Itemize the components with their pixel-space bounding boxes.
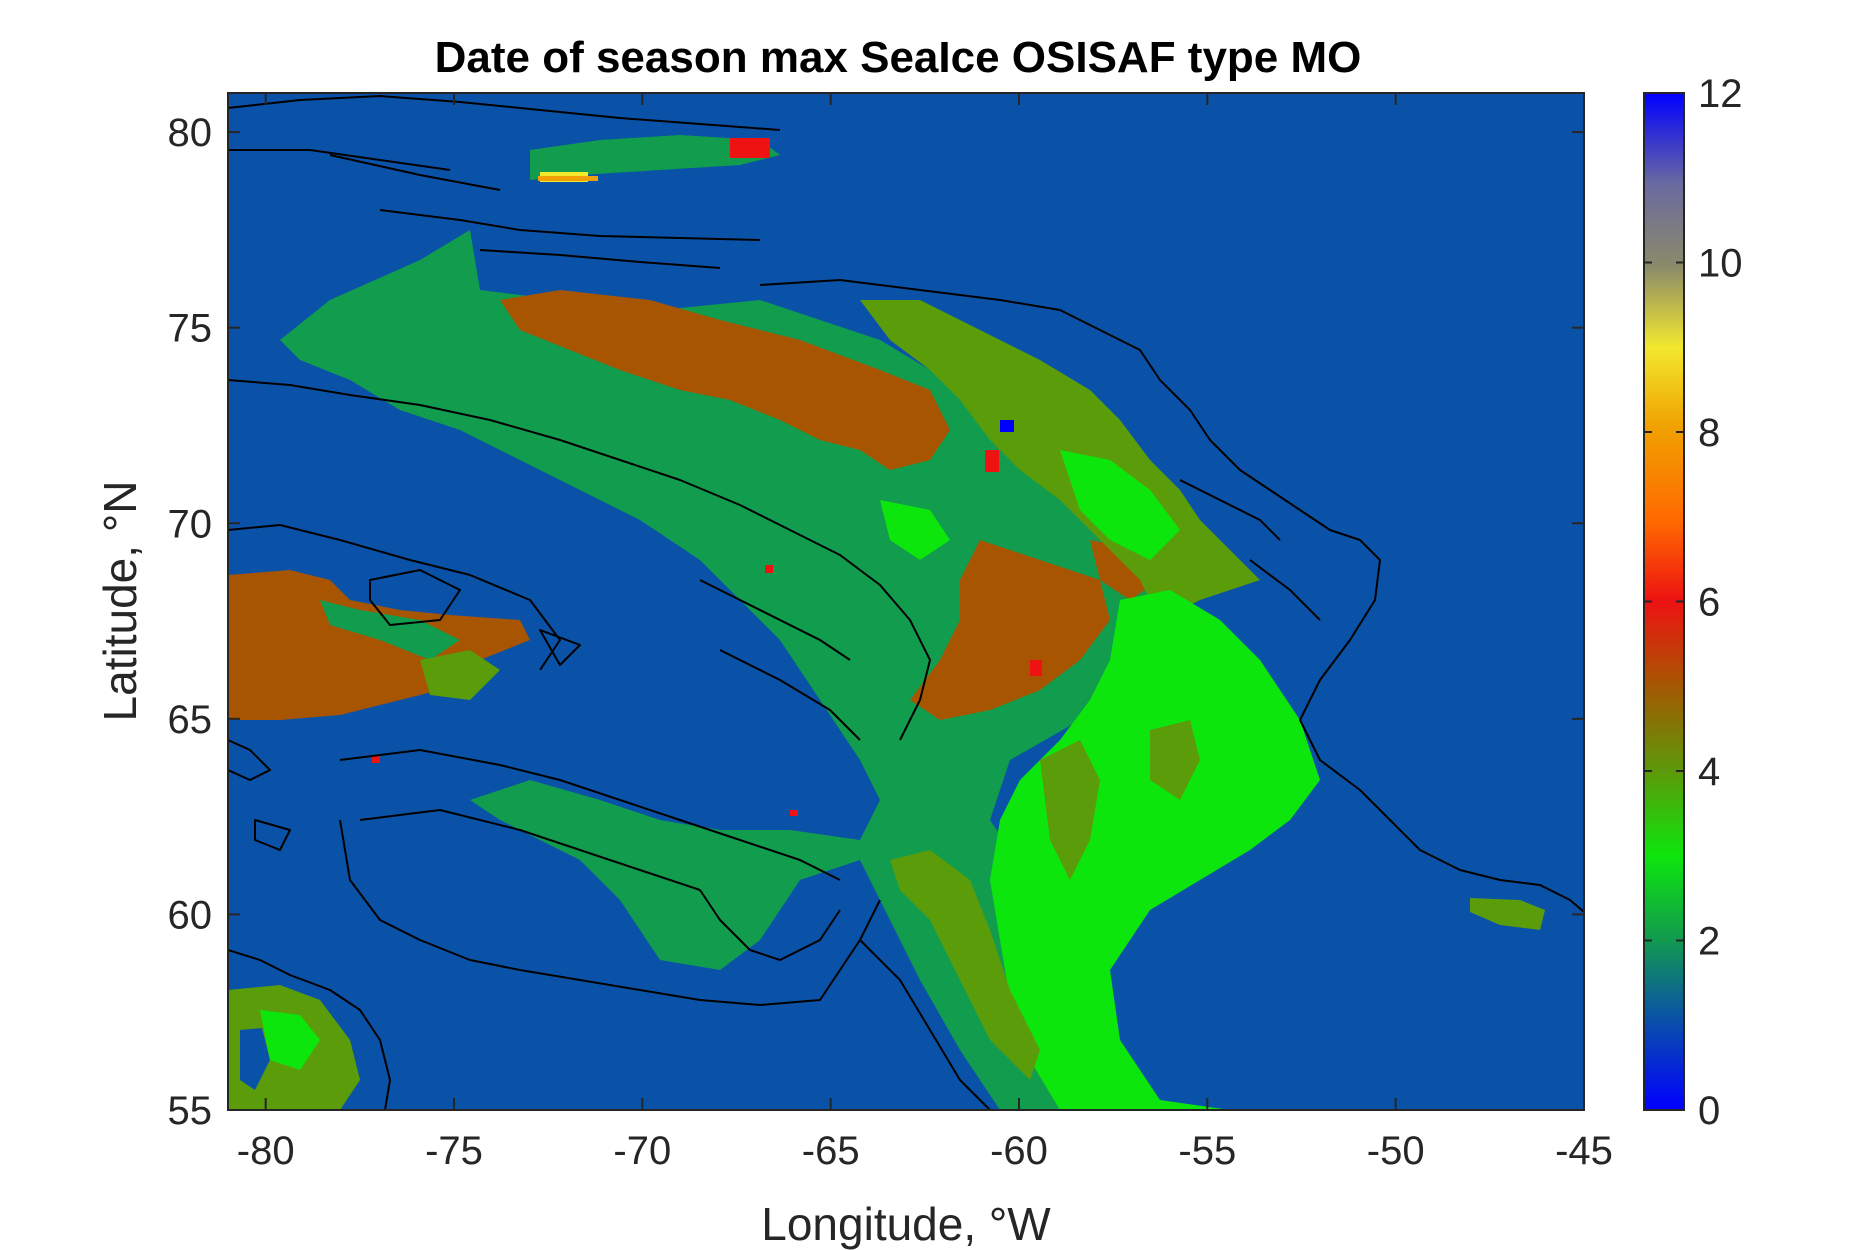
y-tick-label: 75	[168, 307, 213, 351]
x-tick-label: -55	[1178, 1129, 1236, 1173]
plot-area	[228, 93, 1584, 1110]
y-axis-label: Latitude, °N	[94, 481, 146, 722]
x-tick-label: -65	[802, 1129, 860, 1173]
coast-baffin-island	[228, 379, 931, 741]
region-nares	[530, 135, 780, 180]
patch-red-1	[730, 138, 770, 158]
colorbar-tick-label: 2	[1698, 920, 1720, 964]
patch-red-2	[985, 450, 999, 472]
colorbar-tick-label: 8	[1698, 411, 1720, 455]
patch-red-4	[372, 755, 380, 763]
region-foxe-basin-edge	[320, 600, 460, 660]
colorbar-ticks: 0 2 4 6 8 10 12	[1644, 72, 1743, 1133]
colorbar-tick-label: 0	[1698, 1089, 1720, 1133]
patch-red-5	[790, 810, 798, 816]
region-foxe-basin-edge2	[420, 650, 500, 700]
y-axis: 55 60 65 70 75 80	[168, 111, 1584, 1133]
colorbar-tick-label: 4	[1698, 750, 1720, 794]
y-tick-label: 55	[168, 1089, 213, 1133]
coast-hudson-bay-east	[228, 819, 391, 1110]
region-foxe-basin	[228, 570, 530, 720]
y-tick-label: 60	[168, 893, 213, 937]
region-labrador-strip3	[1150, 720, 1200, 800]
region-davis-core3	[880, 500, 950, 560]
y-tick-label: 80	[168, 111, 213, 155]
patch-red-6	[765, 565, 773, 573]
region-davis-core	[990, 590, 1320, 1110]
chart-title: Date of season max SeaIce OSISAF type MO	[435, 33, 1362, 82]
plot-frame	[227, 92, 1585, 1111]
coast-hudson-strait	[339, 749, 841, 891]
x-tick-label: -80	[237, 1129, 295, 1173]
colorbar-tick-label: 12	[1698, 72, 1743, 116]
x-tick-label: -70	[613, 1129, 671, 1173]
x-axis: -80 -75 -70 -65 -60 -55 -50 -45	[237, 93, 1613, 1173]
colorbar-tick-label: 10	[1698, 242, 1743, 286]
x-tick-label: -60	[990, 1129, 1048, 1173]
region-hudson-east-ocean	[240, 1028, 270, 1090]
x-tick-label: -75	[425, 1129, 483, 1173]
coastlines	[228, 95, 1584, 1110]
region-east-patch	[1470, 898, 1545, 930]
coast-greenland	[1059, 309, 1584, 913]
patch-blue-1	[1000, 420, 1014, 432]
x-tick-label: -45	[1555, 1129, 1613, 1173]
patch-red-3	[1030, 660, 1042, 676]
colorbar-tick-label: 6	[1698, 581, 1720, 625]
region-hudson-east-inner	[260, 1010, 320, 1070]
x-axis-label: Longitude, °W	[761, 1198, 1051, 1250]
y-tick-label: 70	[168, 502, 213, 546]
coast-foxe-islands	[369, 569, 581, 666]
y-tick-label: 65	[168, 698, 213, 742]
region-labrador-strip2	[1040, 740, 1100, 880]
coast-ellesmere	[228, 95, 1061, 311]
coast-southampton	[228, 739, 271, 781]
coast-ungava-labrador	[339, 819, 991, 1110]
region-baffin-late	[500, 290, 950, 470]
coast-ungava-bay	[699, 889, 841, 961]
region-davis-core2	[1060, 450, 1180, 560]
patch-orange-1	[538, 176, 598, 181]
region-baffin-late2	[910, 540, 1110, 720]
x-tick-label: -50	[1367, 1129, 1425, 1173]
region-labrador-strip	[890, 850, 1040, 1080]
